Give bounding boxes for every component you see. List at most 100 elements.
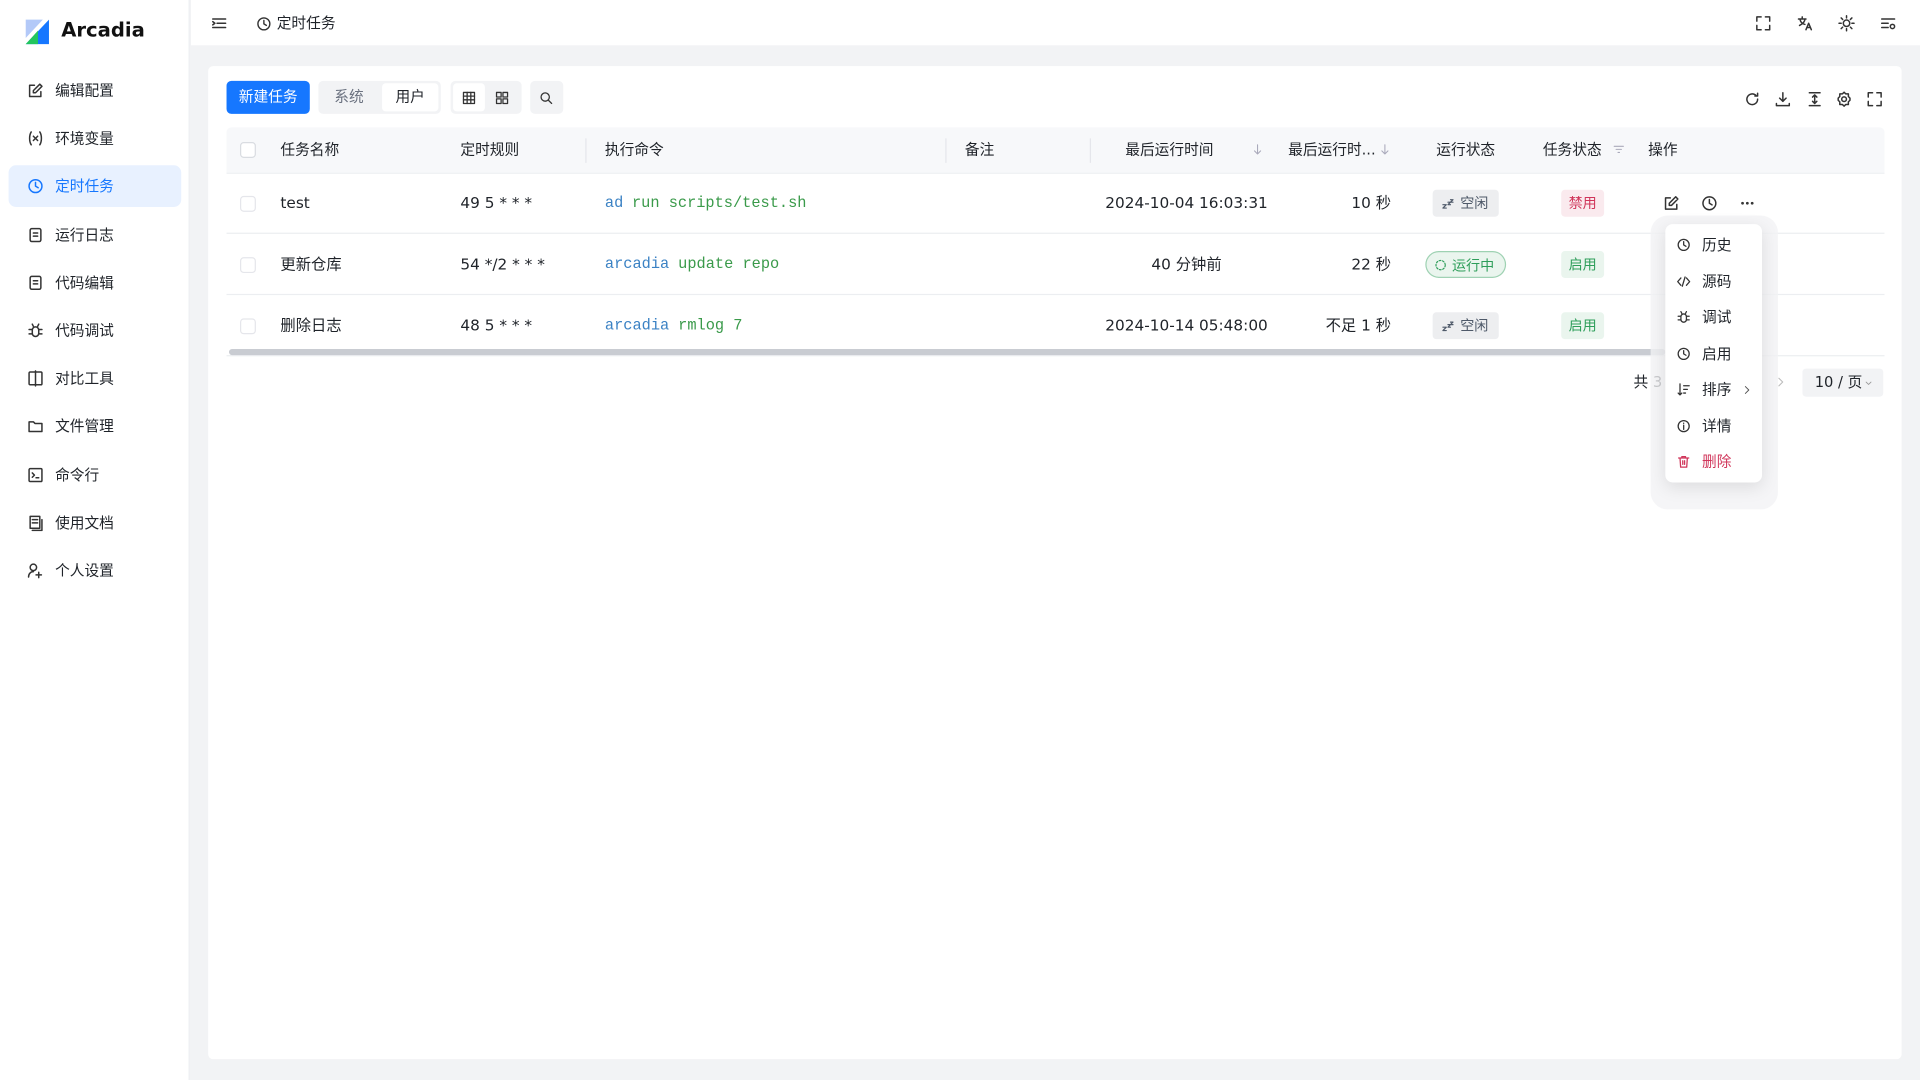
task-status: 启用	[1561, 312, 1605, 340]
dropdown-menu	[1665, 224, 1763, 483]
cron: 54 */2 * * *	[460, 254, 545, 274]
table-row	[226, 173, 1885, 234]
table-view[interactable]	[462, 91, 477, 106]
column-header: 执行命令	[604, 140, 664, 158]
submenu-arrow	[1744, 385, 1749, 394]
next-page[interactable]	[1774, 376, 1786, 388]
tab[interactable]: 系统	[334, 88, 364, 106]
menu-item[interactable]: 启用	[1702, 344, 1732, 362]
checkbox[interactable]	[240, 318, 256, 335]
column-header: 备注	[964, 140, 995, 158]
table-action[interactable]	[1744, 91, 1761, 108]
card-view[interactable]	[495, 91, 510, 106]
column-divider	[1089, 138, 1092, 163]
header-action[interactable]	[1880, 15, 1897, 32]
table-action[interactable]	[1774, 91, 1791, 108]
duration: 22 秒	[1351, 254, 1392, 274]
menu-item[interactable]: 源码	[1702, 272, 1732, 290]
spinner	[1434, 259, 1446, 270]
menu-icon	[1677, 383, 1690, 396]
menu-item[interactable]: 历史	[1702, 236, 1732, 254]
filter-icon[interactable]	[1613, 143, 1625, 155]
breadcrumb: 定时任务	[276, 14, 336, 32]
nav-label: 对比工具	[55, 370, 114, 388]
cron: 49 5 * * *	[460, 193, 533, 212]
search-icon[interactable]	[539, 91, 554, 106]
column-header: 定时规则	[460, 140, 520, 158]
checkbox[interactable]	[240, 195, 256, 212]
nav-label: 代码编辑	[55, 274, 114, 292]
nav-icon	[28, 131, 43, 146]
duration: 不足 1 秒	[1325, 315, 1392, 335]
run-status: 空闲	[1432, 312, 1499, 340]
breadcrumb-icon	[256, 16, 270, 30]
run-status: 运行中	[1425, 251, 1507, 278]
sort-icon[interactable]	[1379, 143, 1391, 155]
edit-action[interactable]	[1663, 195, 1680, 212]
nav-icon	[28, 83, 43, 98]
header-action[interactable]	[1796, 15, 1813, 32]
table-action[interactable]	[1806, 91, 1823, 108]
column-divider	[585, 138, 587, 163]
nav-label: 编辑配置	[55, 82, 114, 100]
logo	[25, 19, 49, 45]
nav-icon	[29, 515, 43, 531]
task-name: 删除日志	[280, 315, 342, 335]
nav-label: 代码调试	[55, 322, 114, 340]
checkbox[interactable]	[240, 257, 256, 274]
menu-icon	[1677, 238, 1690, 252]
menu-item[interactable]: 详情	[1702, 416, 1732, 435]
menu-item[interactable]: 调试	[1702, 308, 1732, 326]
header-action[interactable]	[1755, 15, 1772, 32]
nav-icon	[28, 421, 43, 433]
sort-icon[interactable]	[1251, 143, 1263, 155]
header	[191, 0, 1920, 46]
nav-icon	[28, 179, 43, 194]
nav-label: 环境变量	[55, 130, 114, 148]
new-task-button[interactable]: 新建任务	[226, 80, 310, 114]
more-action[interactable]	[1739, 195, 1756, 212]
idle-icon	[1441, 320, 1453, 331]
brand: Arcadia	[61, 18, 145, 42]
content-card	[208, 66, 1902, 1060]
menu-toggle[interactable]	[211, 15, 228, 32]
run-action[interactable]	[1701, 195, 1718, 212]
page-size[interactable]: 10 / 页	[1802, 368, 1884, 397]
task-name: test	[280, 193, 310, 212]
search-button[interactable]	[530, 80, 564, 114]
menu-icon	[1677, 419, 1690, 432]
column-header: 任务名称	[280, 140, 340, 158]
idle-icon	[1441, 198, 1453, 209]
menu-item[interactable]: 排序	[1702, 380, 1732, 398]
menu-item[interactable]: 删除	[1702, 453, 1732, 471]
command-args: update repo	[678, 255, 780, 274]
task-status: 启用	[1561, 251, 1605, 278]
table-action[interactable]	[1836, 91, 1853, 108]
column-header: 任务状态	[1542, 140, 1602, 158]
nav-label: 命令行	[55, 466, 100, 484]
nav-icon	[29, 275, 42, 290]
column-divider	[945, 138, 947, 163]
view-active[interactable]	[453, 83, 485, 112]
nav-icon	[28, 323, 43, 338]
nav-label: 文件管理	[55, 418, 114, 436]
column-header: 最后运行时...	[1288, 140, 1376, 158]
nav-label: 使用文档	[55, 514, 114, 532]
scrollbar[interactable]	[228, 348, 1666, 356]
table-action[interactable]	[1866, 91, 1883, 108]
nav-icon	[29, 227, 42, 242]
command-name: ad	[604, 194, 624, 212]
menu-icon	[1677, 455, 1690, 468]
last-run-time: 2024-10-04 16:03:31	[1105, 193, 1268, 212]
tab[interactable]: 用户	[382, 83, 439, 112]
table-row	[226, 234, 1885, 296]
nav-label: 运行日志	[55, 226, 114, 244]
header-action[interactable]	[1838, 15, 1855, 32]
nav-label: 个人设置	[55, 562, 114, 580]
nav-item[interactable]	[8, 165, 182, 208]
nav-icon	[28, 370, 43, 387]
checkbox[interactable]	[240, 142, 256, 158]
run-status: 空闲	[1432, 189, 1499, 217]
